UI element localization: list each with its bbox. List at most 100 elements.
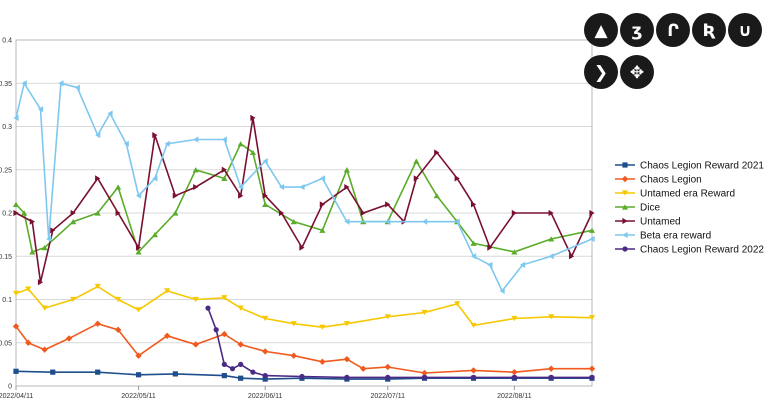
legend-label: Untamed [640, 217, 681, 228]
data-point [319, 358, 326, 365]
legend-label: Chaos Legion Reward 2022 [640, 245, 764, 256]
data-point [589, 235, 595, 243]
data-point [262, 315, 269, 322]
x-tick-label: 2022/05/11 [121, 393, 156, 400]
data-point [74, 84, 80, 91]
data-point [164, 140, 170, 147]
data-point [50, 227, 56, 234]
data-point [21, 80, 27, 87]
data-point [589, 209, 595, 217]
data-point [237, 141, 244, 147]
data-point [193, 183, 199, 191]
icon-disc [728, 13, 762, 47]
data-point [413, 158, 420, 164]
data-point [511, 368, 518, 376]
data-point [319, 227, 326, 233]
x-tick-label: 2022/04/11 [0, 393, 33, 400]
data-point [192, 296, 199, 303]
data-point [193, 136, 199, 143]
data-point [238, 192, 244, 199]
y-tick-label: 0.2 [2, 211, 12, 218]
data-point [152, 132, 158, 139]
data-point [588, 365, 596, 372]
data-point [221, 136, 227, 143]
series-line [15, 285, 593, 329]
data-point [135, 372, 142, 378]
data-point [433, 193, 440, 199]
data-point [237, 341, 244, 348]
data-point [421, 218, 428, 225]
data-point [290, 321, 297, 327]
y-tick-label: 0.25 [0, 167, 12, 174]
series-5 [13, 80, 595, 294]
data-point [262, 201, 269, 207]
data-point [470, 367, 477, 374]
data-point [115, 184, 122, 190]
icon-grid: ▲ ʒ Ր Ʀ ∪ ❯ ✥ [584, 13, 762, 89]
icon-disc [620, 55, 654, 89]
data-point [511, 209, 517, 217]
data-point [114, 326, 122, 333]
icon-glyph: ✥ [630, 63, 644, 83]
data-point [385, 218, 391, 225]
data-point [238, 361, 244, 367]
axes: 0 0.05 0.1 0.15 0.2 0.25 0.3 0.35 0.4 2022/04/11 2… [0, 38, 593, 400]
icon-glyph: ▲ [594, 21, 608, 41]
legend-marker [622, 231, 628, 239]
tier-4-icon: Ʀ [692, 13, 726, 47]
data-point [50, 369, 56, 375]
data-point [250, 369, 256, 375]
data-point [319, 324, 326, 330]
data-point [221, 295, 228, 301]
data-point [343, 167, 350, 173]
data-point [568, 253, 575, 260]
data-point [262, 192, 268, 199]
data-point [192, 167, 199, 173]
icon-glyph: Ʀ [702, 21, 715, 41]
data-point [95, 132, 101, 139]
legend-item: Beta era reward [615, 231, 711, 242]
icon-disc [620, 13, 654, 47]
data-point [360, 365, 367, 372]
data-point [172, 371, 178, 377]
series-line [15, 322, 592, 374]
data-point [123, 140, 129, 147]
data-point [164, 288, 171, 294]
data-point [413, 175, 419, 182]
data-point [46, 235, 52, 243]
legend-item: Dice [615, 203, 660, 214]
data-point [454, 175, 460, 182]
data-point [221, 361, 227, 367]
data-point [12, 323, 20, 330]
legend-item: Chaos Legion Reward 2022 [615, 245, 764, 256]
data-point [41, 245, 48, 251]
data-point [29, 249, 36, 255]
data-point [94, 320, 101, 327]
legend-label: Beta era reward [640, 231, 711, 242]
tier-1-icon: ▲ [584, 13, 618, 47]
data-point [519, 261, 526, 268]
icon-disc [584, 55, 618, 89]
data-point [172, 210, 179, 216]
data-point [94, 283, 101, 290]
data-point [13, 368, 19, 374]
data-point [384, 314, 391, 320]
y-tick-label: 0 [8, 384, 12, 391]
data-point [434, 149, 440, 156]
data-point [58, 80, 64, 87]
series-3 [12, 141, 596, 255]
legend: Chaos Legion Reward 2021 Chaos Legion Unta… [615, 161, 764, 256]
data-point [249, 149, 257, 156]
data-point [548, 374, 554, 380]
data-point [588, 227, 596, 233]
data-point [262, 158, 268, 165]
tier-3-icon: Ր [656, 13, 690, 47]
data-point [454, 218, 460, 225]
icon-disc [656, 13, 690, 47]
y-tick-label: 0.3 [2, 124, 12, 131]
data-point [511, 315, 518, 322]
legend-marker [622, 246, 628, 252]
data-point [107, 110, 113, 117]
icon-disc [692, 13, 726, 47]
